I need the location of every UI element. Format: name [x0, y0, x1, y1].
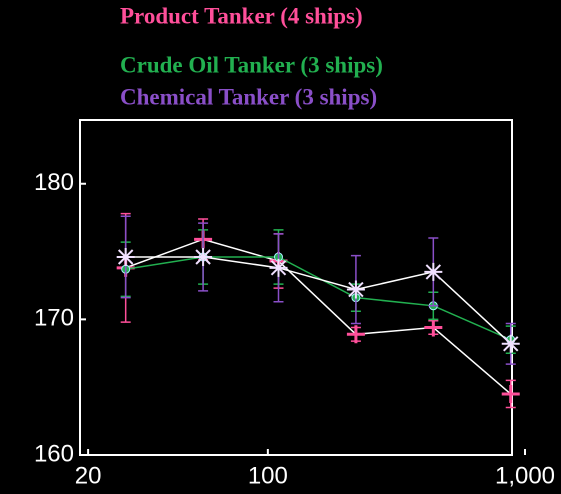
plot-frame	[79, 119, 513, 456]
y-tick-label: 160	[34, 440, 74, 467]
x-tick-label: 1,000	[495, 462, 555, 489]
point	[501, 334, 520, 353]
series-line	[125, 256, 512, 341]
point	[501, 384, 520, 403]
point	[269, 258, 288, 277]
point	[194, 247, 213, 266]
point	[424, 262, 443, 281]
y-tick-label: 170	[34, 305, 74, 332]
series-line	[125, 256, 512, 345]
x-tick-label: 20	[75, 462, 102, 489]
legend-entry: Chemical Tanker (3 ships)	[120, 84, 377, 109]
point	[346, 280, 365, 299]
series-line	[125, 238, 512, 395]
y-tick-label: 180	[34, 169, 74, 196]
legend-entry: Crude Oil Tanker (3 ships)	[120, 52, 383, 77]
legend-entry: Product Tanker (4 ships)	[120, 3, 363, 28]
point	[424, 318, 443, 337]
point	[116, 247, 135, 266]
x-tick-label: 100	[248, 462, 288, 489]
point	[346, 325, 365, 344]
